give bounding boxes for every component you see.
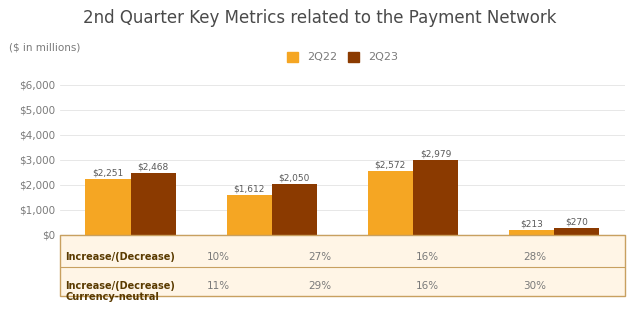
Text: $1,612: $1,612 — [234, 184, 265, 193]
Text: $213: $213 — [520, 219, 543, 228]
Text: Increase/(Decrease): Increase/(Decrease) — [65, 252, 175, 262]
Text: 29%: 29% — [308, 281, 332, 291]
Bar — [509, 230, 554, 235]
Text: $270: $270 — [565, 218, 588, 227]
Text: 30%: 30% — [523, 281, 546, 291]
Text: 10%: 10% — [207, 252, 230, 262]
Text: ($ in millions): ($ in millions) — [9, 43, 80, 53]
Bar — [554, 228, 599, 235]
Text: $2,251: $2,251 — [92, 168, 124, 177]
Text: 2nd Quarter Key Metrics related to the Payment Network: 2nd Quarter Key Metrics related to the P… — [83, 9, 557, 27]
FancyBboxPatch shape — [60, 235, 625, 296]
Text: $2,468: $2,468 — [138, 163, 169, 172]
Bar — [272, 184, 317, 235]
Text: 16%: 16% — [415, 281, 438, 291]
Text: 28%: 28% — [523, 252, 546, 262]
Text: 16%: 16% — [415, 252, 438, 262]
Text: $2,572: $2,572 — [374, 160, 406, 169]
Legend: 2Q22, 2Q23: 2Q22, 2Q23 — [284, 48, 401, 66]
Bar — [368, 171, 413, 235]
Text: $2,979: $2,979 — [420, 150, 451, 159]
Bar — [227, 195, 272, 235]
Text: Increase/(Decrease)
Currency-neutral: Increase/(Decrease) Currency-neutral — [65, 281, 175, 302]
Bar — [131, 173, 176, 235]
Bar — [413, 160, 458, 235]
Bar — [85, 179, 131, 235]
Text: 27%: 27% — [308, 252, 332, 262]
Text: $2,050: $2,050 — [278, 173, 310, 182]
Text: 11%: 11% — [206, 281, 230, 291]
